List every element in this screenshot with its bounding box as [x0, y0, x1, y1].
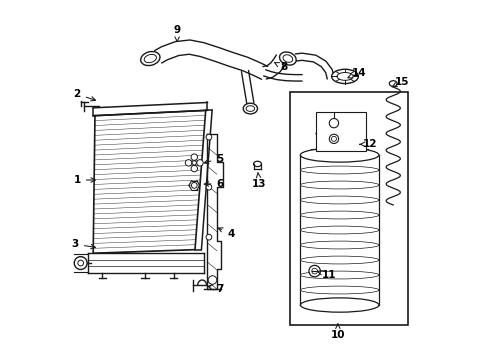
Polygon shape	[263, 55, 287, 79]
Ellipse shape	[300, 241, 379, 249]
Ellipse shape	[300, 226, 379, 234]
Circle shape	[329, 134, 339, 144]
Ellipse shape	[300, 148, 379, 162]
Text: 9: 9	[173, 25, 181, 41]
Circle shape	[197, 159, 203, 166]
Circle shape	[185, 159, 192, 166]
Ellipse shape	[300, 256, 379, 264]
Circle shape	[191, 154, 197, 160]
Ellipse shape	[332, 69, 358, 84]
Polygon shape	[207, 134, 223, 289]
Ellipse shape	[300, 181, 379, 189]
Ellipse shape	[243, 103, 258, 114]
Circle shape	[206, 184, 212, 190]
Text: 8: 8	[274, 63, 288, 72]
Text: 2: 2	[74, 89, 96, 101]
Circle shape	[74, 257, 87, 270]
Ellipse shape	[390, 81, 397, 86]
Text: 14: 14	[348, 68, 367, 78]
Ellipse shape	[300, 166, 379, 174]
Ellipse shape	[141, 51, 160, 66]
Ellipse shape	[316, 128, 363, 139]
Ellipse shape	[253, 161, 262, 167]
Ellipse shape	[300, 271, 379, 279]
Text: 12: 12	[360, 139, 377, 149]
Text: 7: 7	[208, 284, 223, 294]
Ellipse shape	[300, 286, 379, 294]
Circle shape	[206, 134, 212, 140]
Ellipse shape	[279, 52, 296, 65]
Polygon shape	[295, 53, 334, 79]
Text: 6: 6	[204, 179, 223, 189]
Circle shape	[206, 234, 212, 240]
Text: 10: 10	[331, 324, 345, 341]
Polygon shape	[155, 40, 268, 79]
Polygon shape	[242, 71, 254, 104]
Circle shape	[192, 161, 196, 165]
Circle shape	[192, 183, 197, 188]
Circle shape	[191, 165, 197, 172]
Bar	[290, 93, 408, 325]
Text: 13: 13	[252, 173, 267, 189]
Ellipse shape	[300, 298, 379, 312]
Text: 4: 4	[218, 228, 234, 239]
Text: 15: 15	[392, 77, 410, 87]
Bar	[317, 112, 367, 152]
Text: 11: 11	[318, 270, 336, 280]
Ellipse shape	[300, 211, 379, 219]
Polygon shape	[264, 70, 302, 81]
Ellipse shape	[300, 196, 379, 204]
Text: 3: 3	[72, 239, 96, 249]
Circle shape	[208, 276, 217, 284]
Circle shape	[329, 118, 339, 128]
Text: 1: 1	[74, 175, 96, 185]
Text: 5: 5	[204, 154, 223, 164]
Circle shape	[309, 265, 320, 277]
